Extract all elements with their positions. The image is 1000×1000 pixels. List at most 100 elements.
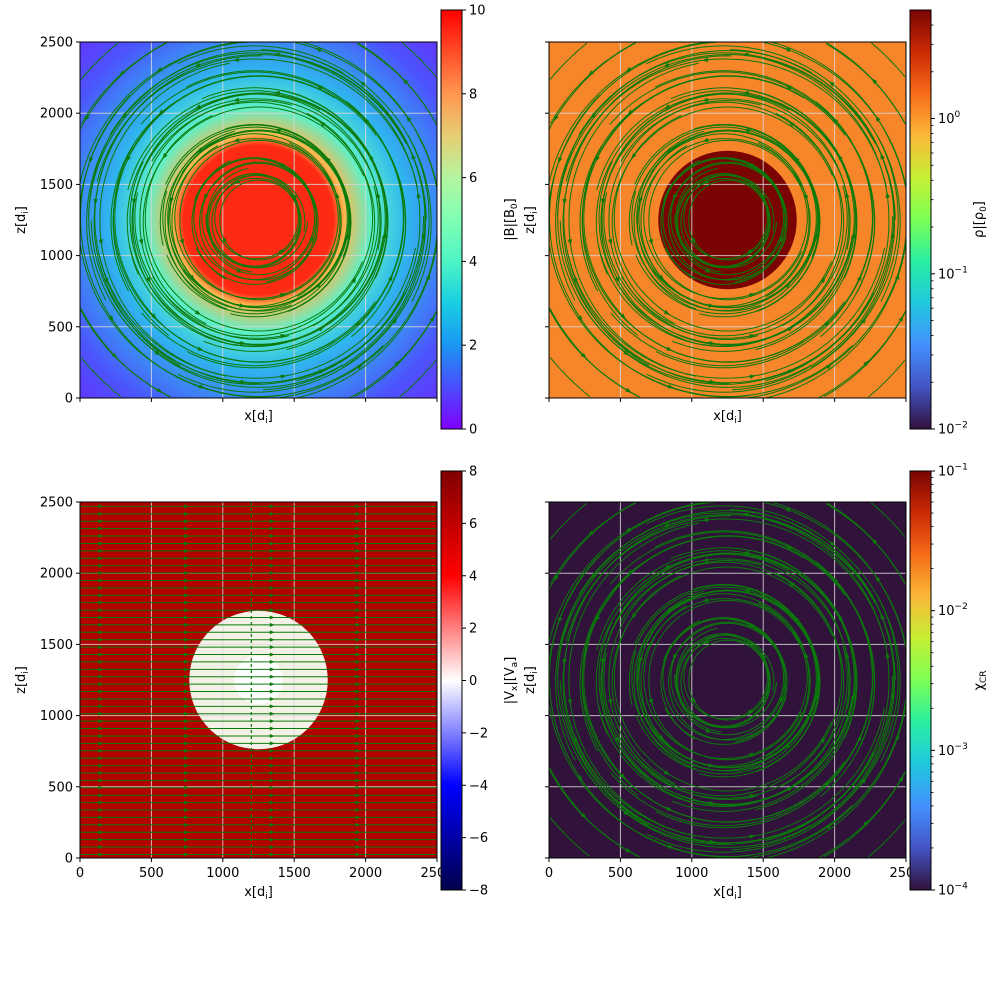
streamline xyxy=(549,518,650,642)
streamline-arrow xyxy=(857,274,862,281)
streamline-arrow xyxy=(319,121,326,127)
streamline xyxy=(113,145,181,339)
streamline-arrow xyxy=(184,770,190,775)
streamline-arrow xyxy=(588,70,594,77)
streamline xyxy=(765,298,890,398)
streamline-arrow xyxy=(269,600,275,605)
streamline-arrow xyxy=(269,637,275,642)
streamline xyxy=(888,705,906,759)
streamline xyxy=(578,512,770,596)
streamline xyxy=(81,58,141,124)
streamline xyxy=(703,218,850,347)
streamline xyxy=(167,130,236,299)
streamline-arrow xyxy=(98,704,104,709)
streamline xyxy=(631,650,770,772)
streamline xyxy=(99,62,230,219)
streamline xyxy=(888,598,906,648)
streamline xyxy=(608,678,759,800)
streamline xyxy=(596,550,770,651)
streamline-arrow xyxy=(863,360,870,367)
streamline xyxy=(80,138,101,204)
streamline xyxy=(219,162,318,283)
streamline-arrow xyxy=(269,504,275,509)
streamline-arrow xyxy=(749,374,756,379)
streamline xyxy=(823,797,890,858)
y-axis-label: z[di] xyxy=(523,666,540,694)
streamline xyxy=(179,261,363,332)
streamline xyxy=(688,53,876,144)
streamline-arrow xyxy=(355,593,361,598)
streamline-arrow xyxy=(274,128,282,133)
streamline-arrow xyxy=(198,384,205,389)
streamline xyxy=(748,837,810,858)
streamline-arrow xyxy=(749,334,756,339)
streamline xyxy=(567,254,729,379)
y-tick-label: 2000 xyxy=(40,567,73,582)
x-tick-label: 1500 xyxy=(278,866,311,881)
streamline-arrow xyxy=(233,137,240,143)
streamline xyxy=(609,71,810,125)
streamline xyxy=(549,357,570,379)
streamline-arrow xyxy=(825,824,832,830)
streamline-arrow xyxy=(269,763,275,768)
streamline xyxy=(80,94,131,299)
streamline xyxy=(568,42,588,60)
streamline xyxy=(80,98,101,130)
streamline xyxy=(652,218,810,307)
streamline xyxy=(419,138,437,188)
colorbar-tick-label: −2 xyxy=(469,726,488,741)
panel-velocity-x: 0 500 1000 1500 2000 250005001000150020002500… xyxy=(14,465,520,903)
streamline-arrow xyxy=(269,793,275,798)
streamline xyxy=(765,218,890,382)
streamline xyxy=(664,638,788,745)
streamline-arrow xyxy=(98,548,104,553)
streamline-arrow xyxy=(355,541,361,546)
streamline-arrow xyxy=(98,845,104,850)
streamline xyxy=(620,101,810,162)
streamline-arrow xyxy=(269,556,275,561)
streamline xyxy=(399,377,421,398)
streamline xyxy=(419,245,437,299)
streamline xyxy=(613,575,682,759)
streamline-arrow xyxy=(156,387,163,393)
streamline-arrow xyxy=(184,800,190,805)
streamline xyxy=(193,157,317,259)
streamline-arrow xyxy=(620,313,626,320)
y-tick-label: 1000 xyxy=(40,709,73,724)
streamline-arrow xyxy=(355,830,361,835)
streamline xyxy=(680,637,778,729)
streamline xyxy=(603,192,729,339)
streamline-arrow xyxy=(828,541,835,547)
streamline xyxy=(286,178,388,351)
streamline-arrow xyxy=(828,81,835,87)
streamline-arrow xyxy=(98,748,104,753)
colorbar-tick-label: 10−1 xyxy=(938,463,968,480)
streamline xyxy=(568,502,588,520)
x-tick-label: 2000 xyxy=(818,866,851,881)
streamline xyxy=(263,258,421,391)
y-tick-label: 1000 xyxy=(40,249,73,264)
streamline xyxy=(633,138,697,310)
streamline xyxy=(550,518,610,584)
streamline xyxy=(775,572,843,759)
streamline-arrow xyxy=(269,608,275,613)
streamline-arrow xyxy=(184,622,190,627)
streamline-arrow xyxy=(278,248,285,255)
streamline-arrow xyxy=(98,593,104,598)
streamline-arrow xyxy=(269,726,275,731)
streamline-arrow xyxy=(832,117,839,124)
streamline xyxy=(139,42,168,60)
streamline-arrow xyxy=(184,852,190,857)
streamline-arrow xyxy=(743,588,751,593)
streamline-arrow xyxy=(823,780,830,787)
streamline-arrow xyxy=(590,112,597,119)
streamline-arrow xyxy=(788,121,795,127)
streamline xyxy=(598,621,690,799)
x-tick-label: 1000 xyxy=(675,866,708,881)
streamline xyxy=(703,678,850,807)
streamline-arrow xyxy=(184,519,190,524)
streamline xyxy=(90,220,221,379)
streamline-arrow xyxy=(344,232,350,240)
colorbar-label: ρ|[ρ0] xyxy=(972,201,989,238)
